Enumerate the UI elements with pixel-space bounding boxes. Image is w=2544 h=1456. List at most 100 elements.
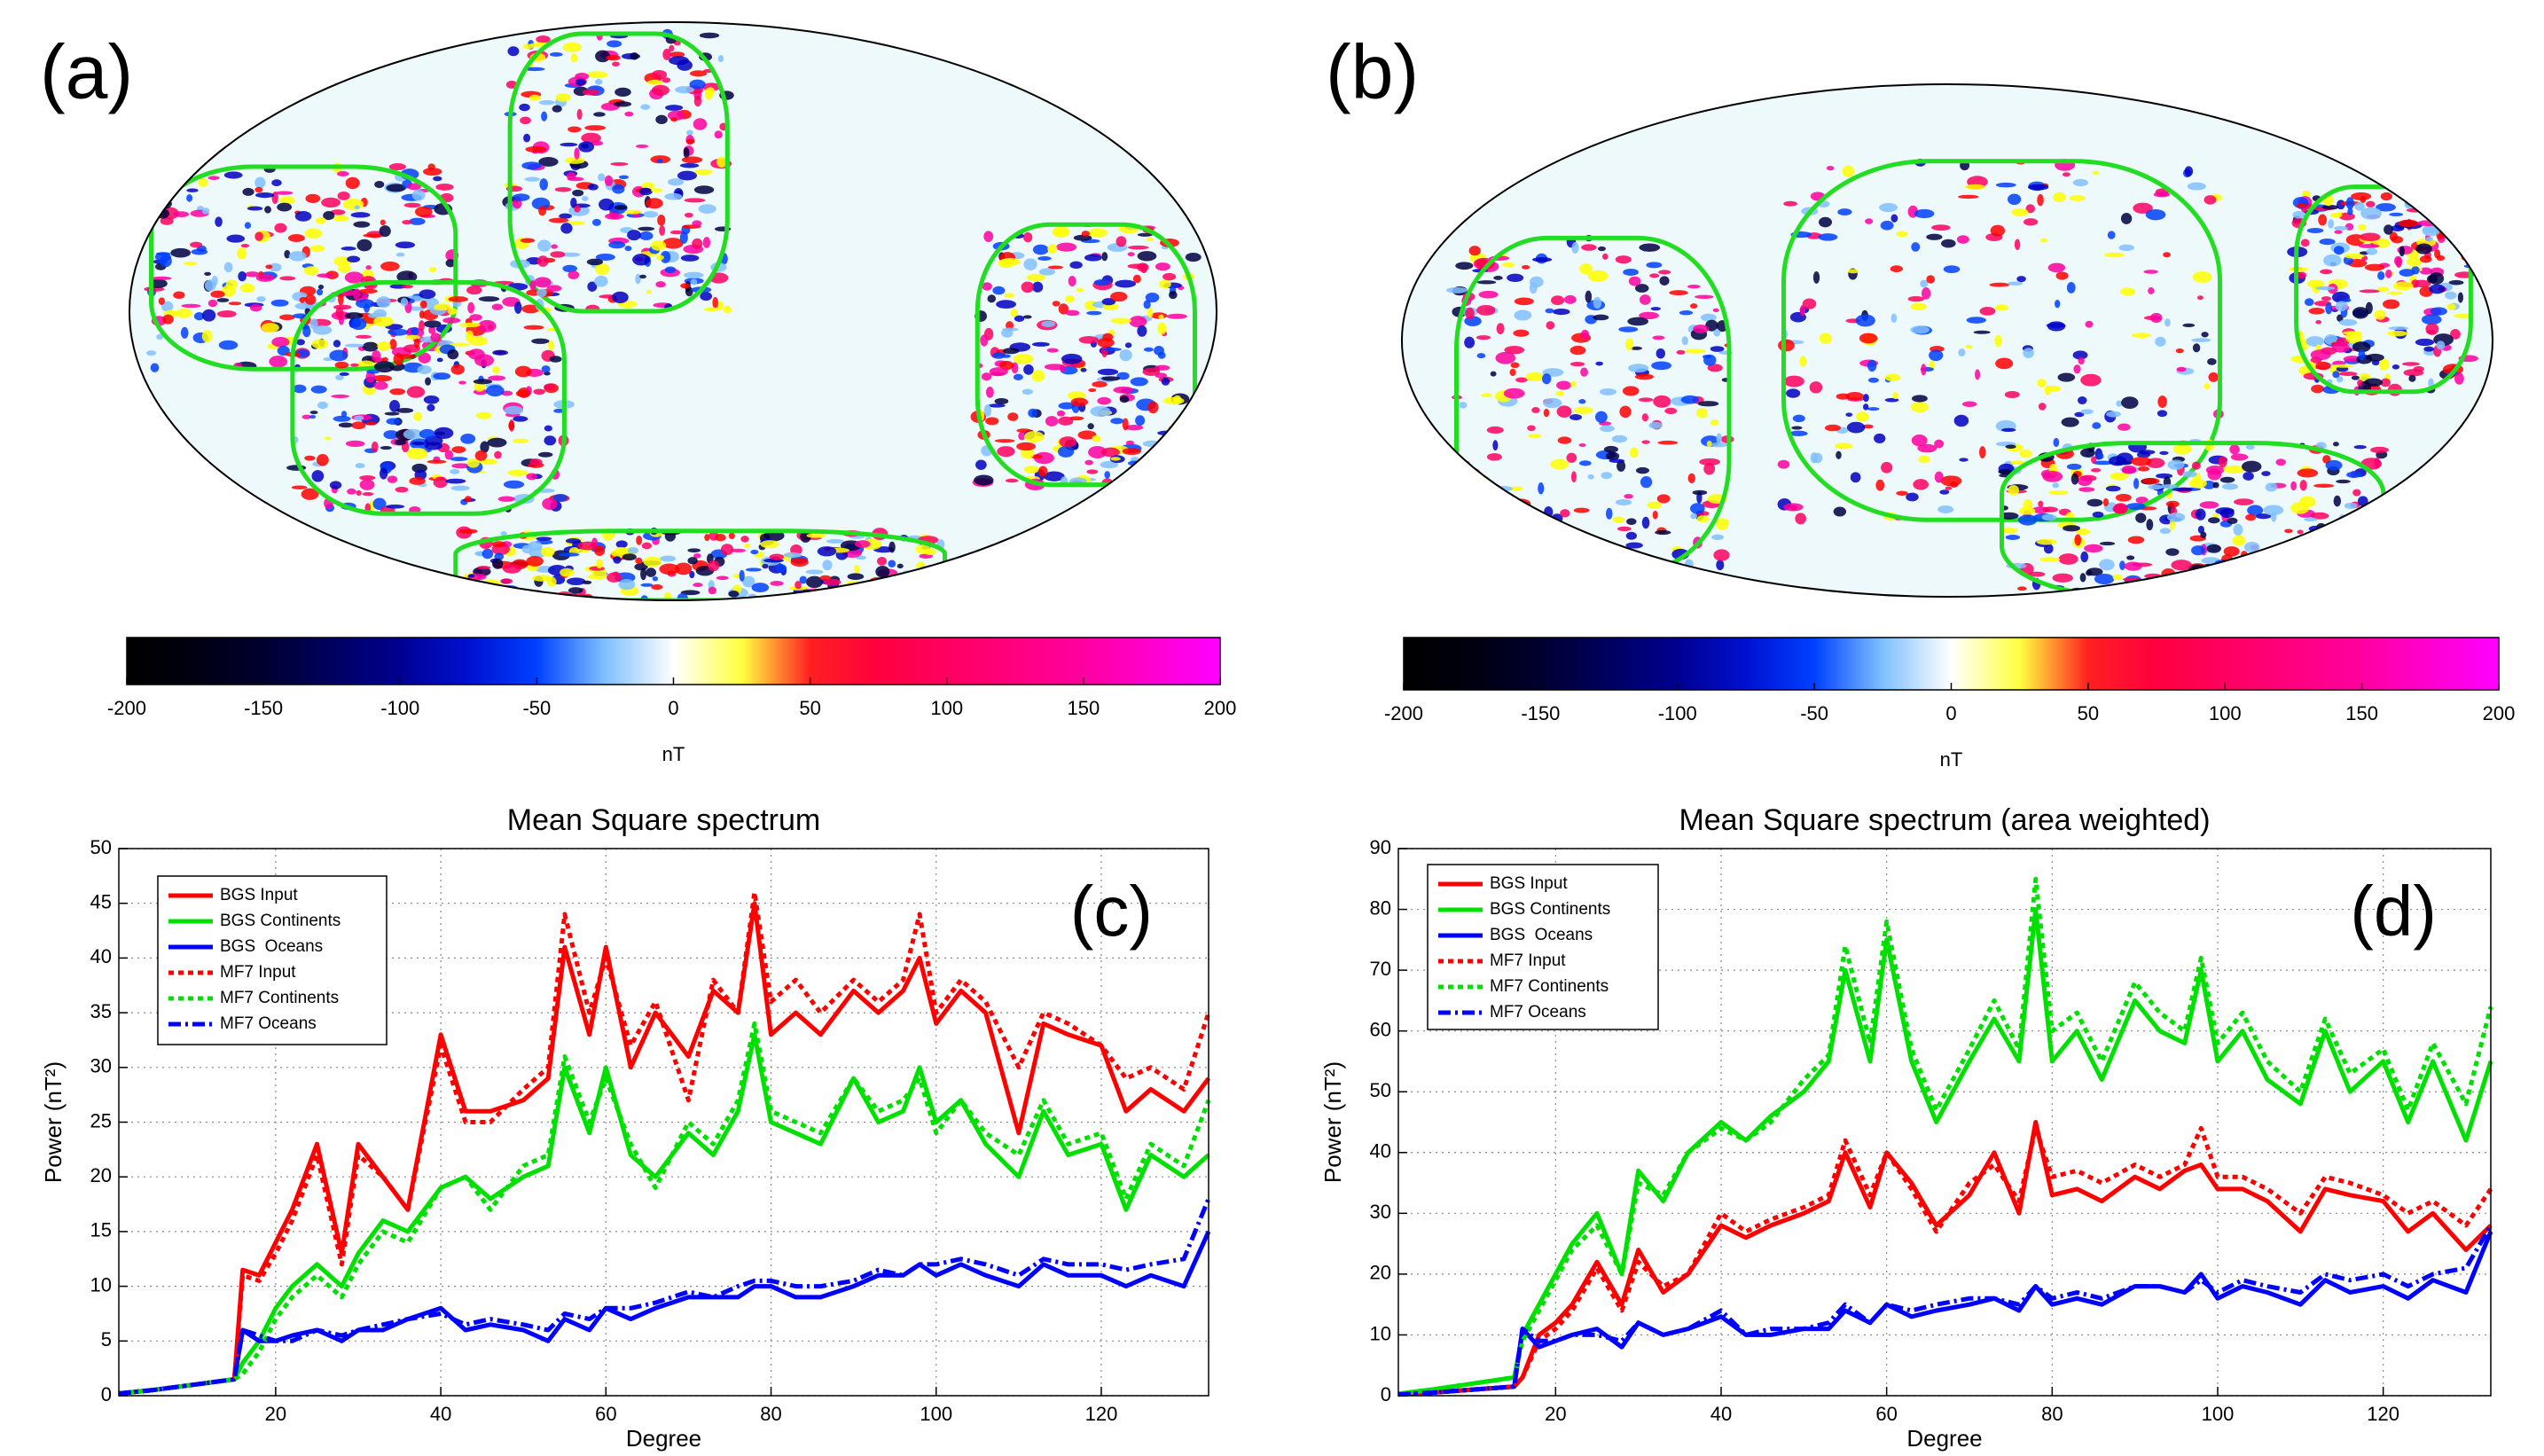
anomaly-blob [2408, 374, 2416, 382]
anomaly-blob [1100, 447, 1120, 458]
anomaly-blob [1824, 424, 1841, 432]
series-line [118, 1032, 1210, 1396]
anomaly-blob [2019, 449, 2032, 458]
anomaly-blob [2399, 246, 2405, 257]
anomaly-blob [2124, 561, 2142, 571]
anomaly-blob [1926, 233, 1943, 240]
anomaly-blob [2342, 560, 2360, 570]
anomaly-blob [595, 253, 615, 261]
anomaly-blob [376, 296, 391, 309]
anomaly-blob [309, 318, 318, 330]
anomaly-blob [1990, 224, 2006, 237]
anomaly-blob [324, 436, 332, 441]
anomaly-blob [594, 78, 603, 85]
anomaly-blob [612, 184, 625, 194]
anomaly-blob [2364, 263, 2385, 271]
anomaly-blob [350, 363, 359, 367]
anomaly-blob [1580, 367, 1588, 377]
anomaly-blob [1022, 388, 1033, 395]
anomaly-blob [715, 534, 726, 542]
anomaly-blob [191, 248, 208, 255]
anomaly-blob [1556, 405, 1572, 418]
anomaly-blob [1514, 309, 1532, 321]
anomaly-blob [1102, 333, 1114, 342]
anomaly-blob [2233, 523, 2243, 536]
anomaly-blob [700, 292, 713, 301]
anomaly-blob [339, 372, 349, 376]
anomaly-blob [817, 546, 837, 557]
anomaly-blob [2029, 571, 2046, 577]
anomaly-blob [329, 481, 342, 489]
anomaly-blob [679, 231, 688, 244]
anomaly-blob [2240, 560, 2250, 572]
anomaly-blob [2366, 247, 2378, 255]
anomaly-blob [1845, 412, 1853, 417]
anomaly-blob [2117, 423, 2131, 431]
anomaly-blob [323, 211, 335, 221]
anomaly-blob [403, 202, 421, 208]
anomaly-blob [354, 415, 364, 421]
anomaly-blob [1464, 336, 1476, 348]
anomaly-blob [1481, 393, 1492, 398]
anomaly-blob [1696, 515, 1710, 523]
anomaly-blob [983, 404, 991, 418]
anomaly-blob [365, 371, 376, 383]
anomaly-blob [2201, 332, 2209, 338]
anomaly-blob [541, 111, 548, 121]
anomaly-blob [552, 493, 568, 502]
anomaly-blob [445, 478, 466, 484]
anomaly-blob [591, 140, 604, 146]
anomaly-blob [702, 237, 711, 248]
series-line [1397, 1125, 2493, 1397]
anomaly-blob [342, 199, 364, 210]
anomaly-blob [406, 386, 426, 398]
anomaly-blob [705, 87, 716, 97]
anomaly-blob [478, 319, 497, 333]
anomaly-blob [1641, 516, 1650, 529]
anomaly-blob [2377, 270, 2385, 280]
anomaly-blob [333, 304, 352, 310]
anomaly-blob [2365, 301, 2373, 315]
anomaly-blob [1716, 560, 1725, 571]
anomaly-blob [2078, 356, 2085, 365]
anomaly-blob [1834, 442, 1853, 450]
anomaly-blob [247, 206, 263, 211]
anomaly-blob [2148, 484, 2164, 490]
anomaly-blob [2355, 557, 2371, 563]
anomaly-blob [294, 210, 312, 222]
anomaly-blob [693, 95, 702, 107]
anomaly-blob [568, 126, 582, 133]
anomaly-blob [1789, 430, 1808, 436]
anomaly-blob [723, 305, 732, 314]
anomaly-blob [1716, 433, 1722, 445]
anomaly-blob [2192, 343, 2201, 353]
anomaly-blob [1953, 414, 1969, 427]
anomaly-blob [462, 594, 477, 600]
anomaly-blob [640, 583, 654, 587]
anomaly-blob [2187, 182, 2206, 191]
anomaly-blob [1669, 290, 1688, 296]
anomaly-blob [2333, 442, 2339, 447]
anomaly-blob [841, 594, 850, 600]
anomaly-blob [1630, 346, 1643, 350]
anomaly-blob [656, 159, 663, 163]
anomaly-blob [591, 218, 601, 226]
anomaly-blob [2297, 529, 2304, 535]
map-border [129, 21, 1217, 601]
anomaly-blob [651, 240, 667, 251]
anomaly-blob [1569, 380, 1577, 387]
anomaly-blob [201, 207, 210, 215]
anomaly-blob [992, 286, 1006, 295]
anomaly-blob [1939, 489, 1950, 495]
anomaly-blob [568, 270, 580, 280]
anomaly-blob [762, 563, 769, 569]
anomaly-blob [317, 401, 328, 410]
anomaly-blob [288, 251, 307, 262]
anomaly-blob [155, 208, 169, 219]
anomaly-blob [414, 206, 433, 217]
anomaly-blob [2257, 555, 2266, 566]
anomaly-blob [2245, 513, 2257, 521]
y-tick-label: 40 [1370, 1140, 1391, 1162]
anomaly-blob [2264, 558, 2271, 564]
legend-label: BGS Oceans [220, 937, 323, 956]
